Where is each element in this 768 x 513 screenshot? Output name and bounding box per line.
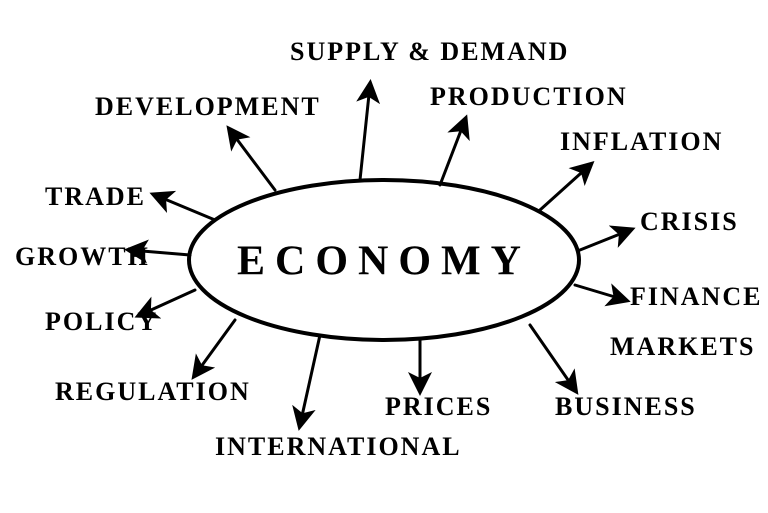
- node-regulation: REGULATION: [55, 377, 251, 406]
- mindmap-canvas: ECONOMY SUPPLY & DEMAND PRODUCTION INFLATI…: [0, 0, 768, 513]
- node-production: PRODUCTION: [430, 82, 628, 111]
- node-policy: POLICY: [45, 307, 158, 336]
- arrow-finance: [575, 285, 625, 300]
- node-markets: MARKETS: [610, 332, 755, 361]
- arrow-trade: [155, 195, 215, 220]
- arrow-regulation: [195, 320, 235, 375]
- arrow-production: [440, 120, 465, 185]
- arrow-development: [230, 130, 275, 190]
- arrow-business: [530, 325, 575, 390]
- node-inflation: INFLATION: [560, 127, 723, 156]
- arrow-crisis: [580, 230, 630, 250]
- node-prices: PRICES: [385, 392, 492, 421]
- arrow-international: [300, 335, 320, 425]
- node-growth: GROWTH: [15, 242, 150, 271]
- node-international: INTERNATIONAL: [215, 432, 462, 461]
- arrow-inflation: [540, 165, 590, 210]
- node-crisis: CRISIS: [640, 207, 739, 236]
- node-business: BUSINESS: [555, 392, 697, 421]
- center-label: ECONOMY: [237, 239, 531, 285]
- arrow-supply-demand: [360, 85, 370, 180]
- node-supply-demand: SUPPLY & DEMAND: [290, 37, 569, 66]
- node-development: DEVELOPMENT: [95, 92, 321, 121]
- node-finance: FINANCE: [630, 282, 762, 311]
- node-trade: TRADE: [45, 182, 146, 211]
